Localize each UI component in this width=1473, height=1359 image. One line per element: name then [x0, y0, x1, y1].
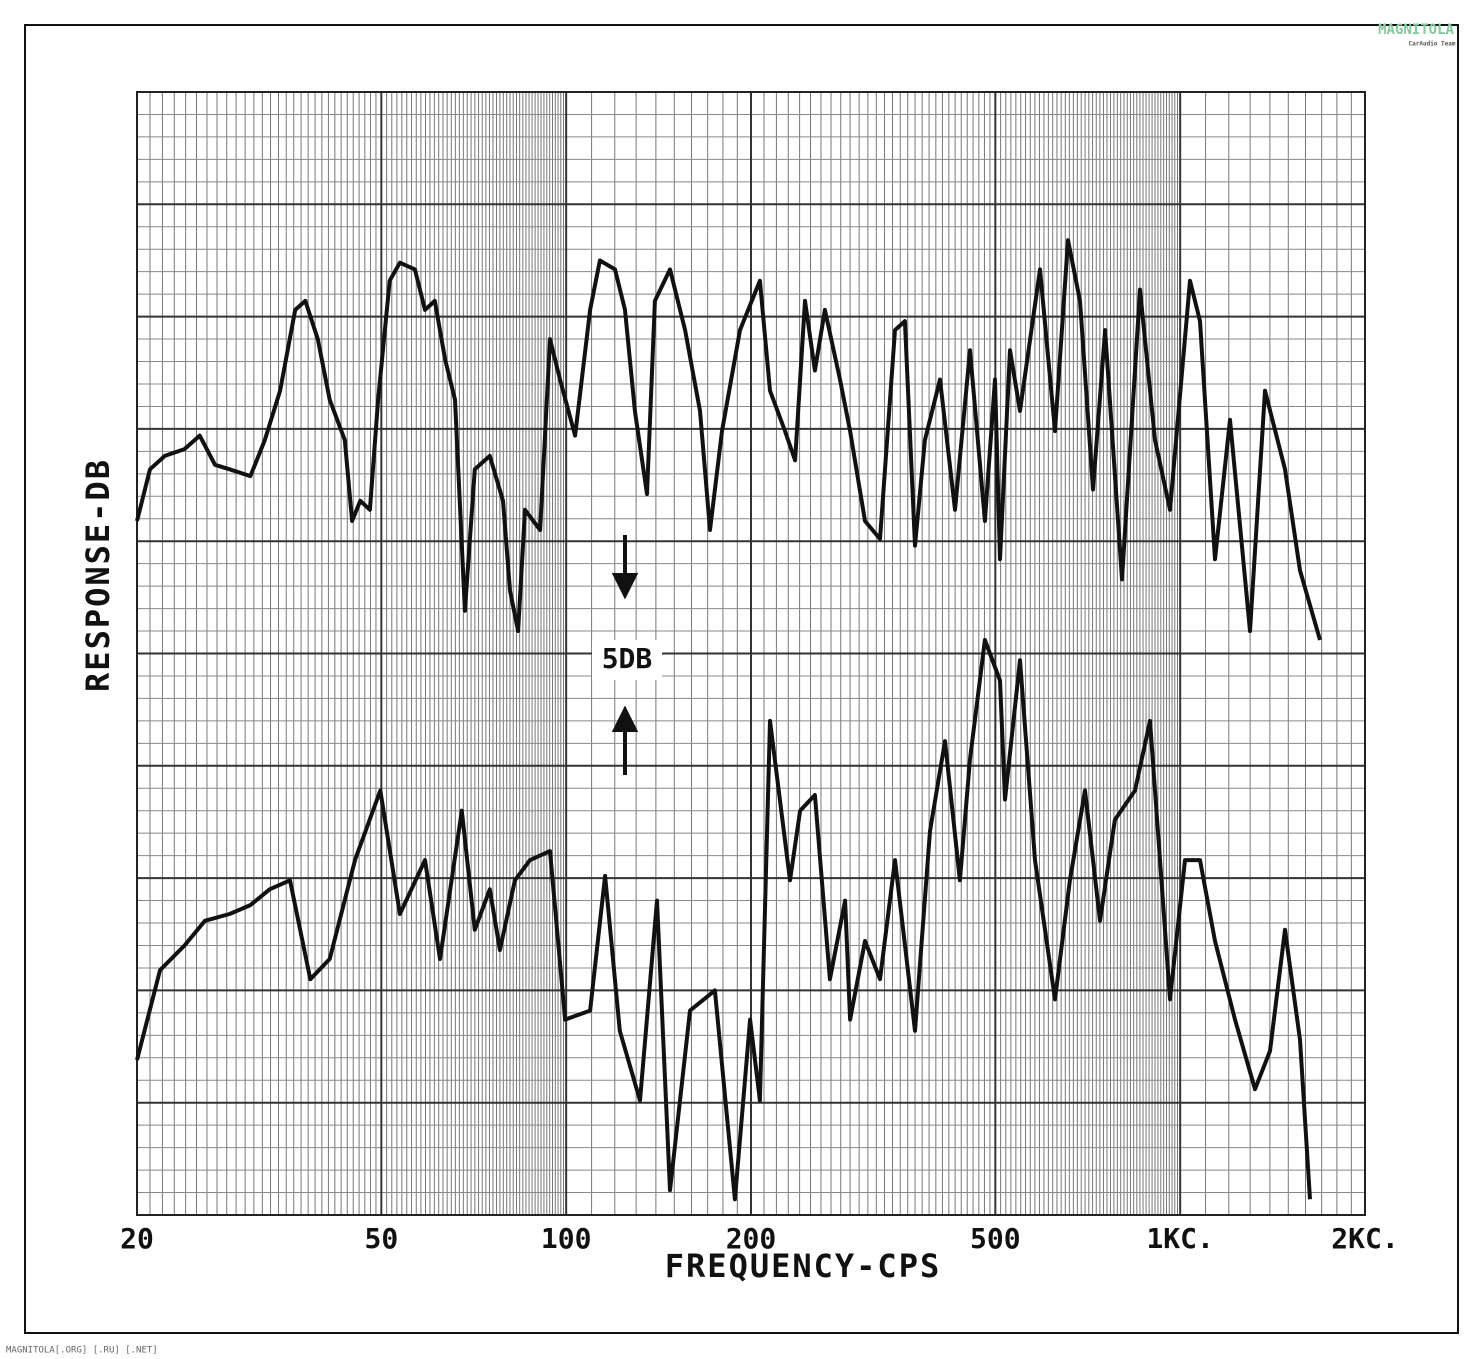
y-axis-label: RESPONSE-DB [79, 458, 117, 692]
grid [136, 92, 1366, 1215]
response-line [135, 638, 1312, 1202]
watermark: MAGNITOLA [1378, 22, 1454, 38]
plot-border [136, 91, 1366, 1216]
scale-arrows [611, 535, 639, 775]
x-tick-label: 500 [970, 1222, 1021, 1255]
x-tick-label: 50 [364, 1222, 398, 1255]
x-tick-label: 2KC. [1331, 1222, 1398, 1255]
arrow-head [611, 705, 639, 732]
watermark-sub: CarAudio Team [1409, 41, 1456, 48]
annotation: 5DB [602, 642, 653, 675]
arrow-head [611, 573, 639, 600]
response-line [135, 238, 1322, 641]
annotation-bg [592, 640, 662, 680]
x-tick-label: 100 [541, 1222, 592, 1255]
x-tick-label: 20 [120, 1222, 154, 1255]
footer: MAGNITOLA[.ORG] [.RU] [.NET] [6, 1346, 158, 1356]
x-axis-label: FREQUENCY-CPS [665, 1247, 941, 1285]
x-tick-label: 1KC. [1146, 1222, 1213, 1255]
x-tick-label: 200 [726, 1222, 777, 1255]
